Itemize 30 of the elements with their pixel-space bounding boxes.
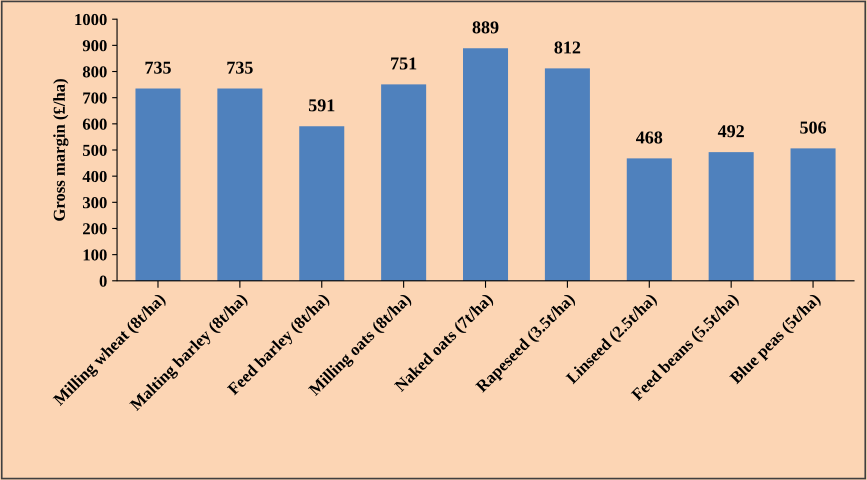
bar: [626, 158, 672, 281]
bar: [463, 48, 508, 281]
data-label: 591: [308, 99, 334, 112]
data-label: 812: [554, 41, 580, 54]
data-label: 506: [800, 121, 826, 134]
bar: [299, 126, 344, 281]
y-tick-label: 100: [84, 249, 107, 261]
y-tick-label: 1000: [75, 14, 107, 26]
data-label: 468: [636, 131, 662, 144]
y-tick-label: 700: [83, 92, 107, 104]
y-tick-label: 900: [82, 40, 107, 52]
y-tick-label: 400: [82, 170, 107, 182]
bar: [217, 88, 262, 281]
data-label: 492: [718, 125, 744, 138]
data-label: 735: [227, 62, 253, 74]
bar: [708, 152, 754, 281]
data-label: 889: [472, 21, 498, 34]
y-tick-label: 300: [82, 197, 107, 208]
bar: [381, 84, 426, 281]
y-tick-label: 200: [83, 223, 107, 234]
y-tick-label: 800: [82, 66, 107, 78]
bar: [135, 88, 181, 281]
y-axis-title: Gross margin (£/ha): [53, 79, 68, 221]
y-tick-label: 600: [82, 118, 107, 130]
bar: [790, 148, 836, 281]
y-tick-label: 0: [100, 276, 107, 287]
data-label: 751: [391, 57, 416, 70]
data-label: 735: [145, 62, 171, 74]
bar: [544, 68, 590, 281]
y-tick-label: 500: [82, 144, 107, 156]
